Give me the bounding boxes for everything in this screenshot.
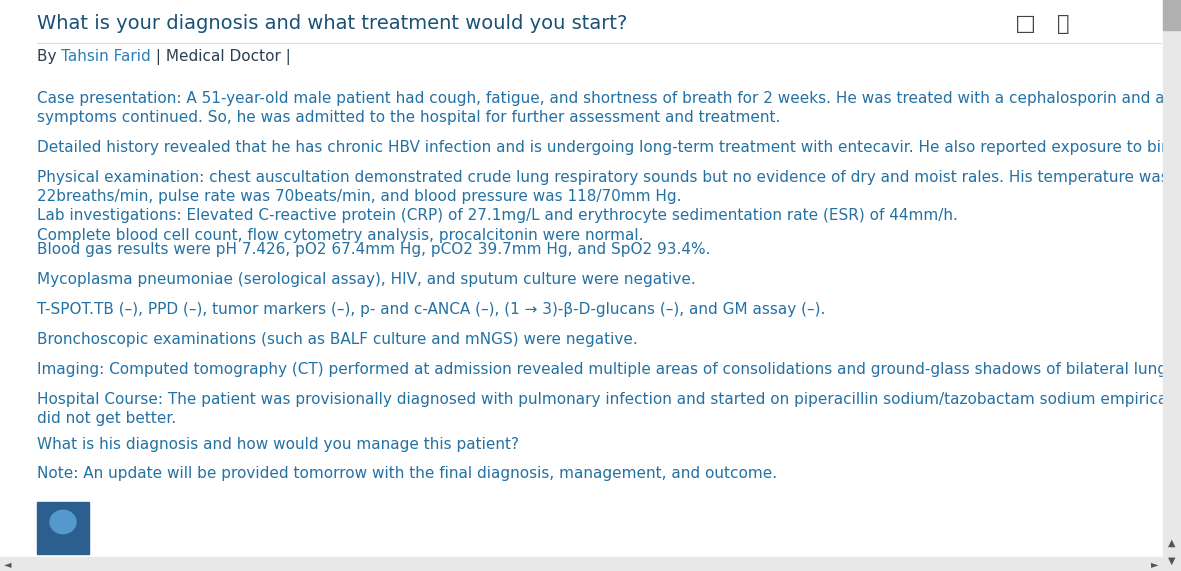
Text: Detailed history revealed that he has chronic HBV infection and is undergoing lo: Detailed history revealed that he has ch… [37, 140, 1181, 155]
Text: By: By [37, 49, 61, 64]
Text: T-SPOT.TB (–), PPD (–), tumor markers (–), p- and c-ANCA (–), (1 → 3)-β-D-glucan: T-SPOT.TB (–), PPD (–), tumor markers (–… [37, 302, 826, 317]
Text: Mycoplasma pneumoniae (serological assay), HIV, and sputum culture were negative: Mycoplasma pneumoniae (serological assay… [37, 272, 696, 287]
Bar [1163, 0, 1181, 556]
Bar [1163, 534, 1181, 552]
Text: Bronchoscopic examinations (such as BALF culture and mNGS) were negative.: Bronchoscopic examinations (such as BALF… [37, 332, 638, 347]
Text: ▲: ▲ [1168, 538, 1176, 548]
Text: □: □ [1014, 14, 1036, 34]
Text: What is his diagnosis and how would you manage this patient?: What is his diagnosis and how would you … [37, 437, 518, 452]
Ellipse shape [50, 510, 76, 534]
Text: Blood gas results were pH 7.426, pO2 67.4mm Hg, pCO2 39.7mm Hg, and SpO2 93.4%.: Blood gas results were pH 7.426, pO2 67.… [37, 242, 711, 257]
Text: Tahsin Farid: Tahsin Farid [61, 49, 151, 64]
Text: ▼: ▼ [1168, 556, 1176, 566]
Text: Physical examination: chest auscultation demonstrated crude lung respiratory sou: Physical examination: chest auscultation… [37, 170, 1181, 243]
Bar [1163, 0, 1181, 30]
Text: | Medical Doctor |: | Medical Doctor | [151, 49, 291, 65]
Text: What is your diagnosis and what treatment would you start?: What is your diagnosis and what treatmen… [37, 14, 627, 33]
Bar [1163, 553, 1181, 569]
Text: Note: An update will be provided tomorrow with the final diagnosis, management, : Note: An update will be provided tomorro… [37, 466, 777, 481]
Bar [0, 557, 1181, 571]
Text: Case presentation: A 51-year-old male patient had cough, fatigue, and shortness : Case presentation: A 51-year-old male pa… [37, 91, 1181, 125]
Text: ►: ► [1151, 559, 1159, 569]
Text: Hospital Course: The patient was provisionally diagnosed with pulmonary infectio: Hospital Course: The patient was provisi… [37, 392, 1181, 426]
Text: ◄: ◄ [5, 559, 12, 569]
Text: ⯃: ⯃ [1057, 14, 1069, 34]
Bar [37, 502, 89, 554]
Text: Imaging: Computed tomography (CT) performed at admission revealed multiple areas: Imaging: Computed tomography (CT) perfor… [37, 362, 1181, 377]
